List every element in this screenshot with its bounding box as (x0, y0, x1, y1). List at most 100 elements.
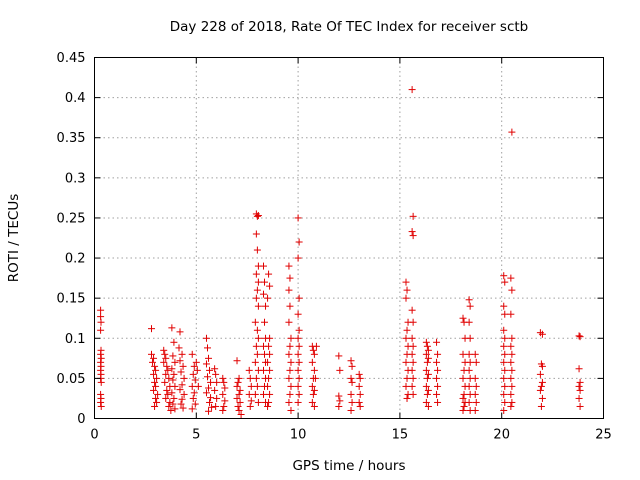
data-point (259, 390, 267, 398)
data-point (508, 398, 516, 406)
data-point (180, 374, 188, 382)
plot-frame (94, 57, 604, 419)
data-point (165, 402, 173, 410)
data-point (259, 366, 267, 374)
chart-title: Day 228 of 2018, Rate Of TEC Index for r… (170, 19, 528, 35)
data-point (164, 366, 172, 374)
data-point (466, 302, 474, 310)
data-point (252, 270, 260, 278)
data-point (266, 390, 274, 398)
data-point (424, 346, 432, 354)
data-point (175, 344, 183, 352)
data-point (151, 378, 159, 386)
data-point (500, 374, 508, 382)
data-point (178, 350, 186, 358)
data-point (149, 358, 157, 366)
data-point (285, 398, 293, 406)
data-point (162, 394, 170, 402)
data-point (459, 394, 467, 402)
x-tick-label: 5 (192, 428, 200, 443)
data-point (236, 398, 244, 406)
data-point (459, 350, 467, 358)
data-point (347, 390, 355, 398)
data-point (203, 344, 211, 352)
data-point (259, 290, 267, 298)
data-point (171, 358, 179, 366)
data-point (409, 390, 417, 398)
data-point (460, 402, 468, 410)
data-point (500, 326, 508, 334)
data-point (169, 352, 177, 360)
data-point (312, 342, 320, 350)
data-point (501, 382, 509, 390)
data-point (170, 370, 178, 378)
axis-ticks (94, 57, 604, 419)
data-point (287, 406, 295, 414)
data-point (409, 358, 417, 366)
data-point (97, 318, 105, 326)
data-point (295, 294, 303, 302)
data-point (221, 397, 229, 405)
data-point (408, 334, 416, 342)
data-point (97, 350, 105, 358)
data-point (286, 366, 294, 374)
data-point (253, 212, 261, 220)
data-point (500, 406, 508, 414)
data-point (161, 378, 169, 386)
data-point (538, 330, 546, 338)
data-point (252, 294, 260, 302)
data-point (508, 286, 516, 294)
data-point (153, 374, 161, 382)
x-tick-label: 15 (392, 428, 409, 443)
data-point (409, 342, 417, 350)
data-point (508, 366, 516, 374)
data-point (176, 386, 184, 394)
data-point (355, 370, 363, 378)
data-point (160, 358, 168, 366)
data-point (507, 390, 515, 398)
data-point (253, 350, 261, 358)
data-point (508, 334, 516, 342)
data-point (234, 402, 242, 410)
data-point (286, 342, 294, 350)
data-point (176, 328, 184, 336)
data-point (348, 378, 356, 386)
data-point (219, 390, 227, 398)
data-point (160, 346, 168, 354)
data-point (538, 394, 546, 402)
data-point (212, 402, 220, 410)
x-tick-label: 10 (290, 428, 307, 443)
data-point (202, 360, 210, 368)
data-point (309, 390, 317, 398)
data-point (188, 350, 196, 358)
data-point (459, 314, 467, 322)
data-point (97, 378, 105, 386)
data-point (501, 398, 509, 406)
data-point (261, 278, 269, 286)
data-point (295, 342, 303, 350)
data-point (348, 398, 356, 406)
data-point (423, 374, 431, 382)
y-tick-label: 0.35 (57, 131, 86, 146)
data-point (424, 386, 432, 394)
data-point (472, 398, 480, 406)
y-tick-label: 0.4 (65, 91, 86, 106)
data-point (212, 370, 220, 378)
data-point (348, 362, 356, 370)
data-point (153, 398, 161, 406)
y-tick-label: 0.3 (65, 171, 86, 186)
data-point (508, 350, 516, 358)
data-point (264, 382, 272, 390)
data-point (97, 326, 105, 334)
data-point (151, 362, 159, 370)
data-point (434, 382, 442, 390)
data-point (500, 272, 508, 280)
data-point (465, 318, 473, 326)
data-point (465, 398, 473, 406)
data-point (424, 402, 432, 410)
data-point (180, 390, 188, 398)
data-point (188, 405, 196, 413)
data-point (408, 86, 416, 94)
data-point (335, 392, 343, 400)
x-axis-label: GPS time / hours (292, 458, 405, 474)
